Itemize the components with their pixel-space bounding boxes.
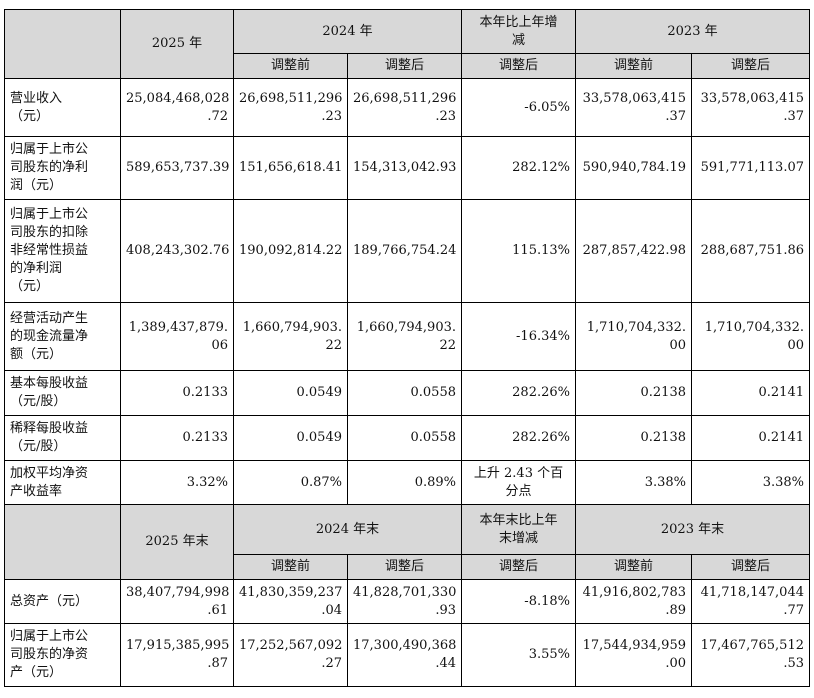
value-2024-before: 190,092,814.22 <box>233 199 348 303</box>
subheader-2023-before: 调整前 <box>575 554 692 580</box>
subheader-2024-before: 调整前 <box>233 554 348 580</box>
header-change: 本年比上年增 减 <box>461 9 576 54</box>
value-2023-after: 0.2141 <box>691 415 810 461</box>
value-2023-before: 590,940,784.19 <box>575 136 692 200</box>
value-2023-after: 1,710,704,332. 00 <box>691 302 810 371</box>
header-year-2024: 2024 年 <box>233 9 462 54</box>
header-row: 2025 年末 2024 年末 本年末比上年 末增减 2023 年末 <box>4 504 810 580</box>
table-row: 总资产（元） 38,407,794,998 .61 41,830,359,237… <box>4 579 810 624</box>
subheader-change-after: 调整后 <box>461 53 576 79</box>
table-row: 归属于上市公 司股东的扣除 非经常性损益 的净利润 （元） 408,243,30… <box>4 199 810 303</box>
header-year-end-2025: 2025 年末 <box>120 504 234 580</box>
value-2023-after: 3.38% <box>691 460 810 505</box>
subheader-change-after: 调整后 <box>461 554 576 580</box>
value-2025: 0.2133 <box>120 415 234 461</box>
value-2025: 1,389,437,879. 06 <box>120 302 234 371</box>
value-2023-after: 591,771,113.07 <box>691 136 810 200</box>
row-label: 总资产（元） <box>4 579 121 624</box>
row-label: 归属于上市公 司股东的净利 润（元） <box>4 136 121 200</box>
subheader-2023-after: 调整后 <box>691 53 810 79</box>
value-change: 上升 2.43 个百 分点 <box>461 460 576 505</box>
value-2024-after: 1,660,794,903. 22 <box>347 302 462 371</box>
value-2024-before: 17,252,567,092 .27 <box>233 623 348 687</box>
value-2024-after: 17,300,490,368 .44 <box>347 623 462 687</box>
value-2024-before: 0.0549 <box>233 415 348 461</box>
value-2024-after: 26,698,511,296 .23 <box>347 78 462 137</box>
value-2025: 38,407,794,998 .61 <box>120 579 234 624</box>
value-2024-after: 0.89% <box>347 460 462 505</box>
row-label: 归属于上市公 司股东的净资 产（元） <box>4 623 121 687</box>
table-row: 稀释每股收益 （元/股） 0.2133 0.0549 0.0558 282.26… <box>4 415 810 461</box>
value-2025: 0.2133 <box>120 370 234 416</box>
value-2023-after: 288,687,751.86 <box>691 199 810 303</box>
value-change: 282.26% <box>461 370 576 416</box>
row-label: 营业收入 （元） <box>4 78 121 137</box>
row-label: 归属于上市公 司股东的扣除 非经常性损益 的净利润 （元） <box>4 199 121 303</box>
value-2023-before: 33,578,063,415 .37 <box>575 78 692 137</box>
header-row: 2025 年 2024 年 本年比上年增 减 2023 年 <box>4 9 810 79</box>
value-2024-before: 1,660,794,903. 22 <box>233 302 348 371</box>
value-2024-after: 0.0558 <box>347 415 462 461</box>
value-change: 3.55% <box>461 623 576 687</box>
table-row: 经营活动产生 的现金流量净 额（元） 1,389,437,879. 06 1,6… <box>4 302 810 371</box>
subheader-2024-after: 调整后 <box>347 554 462 580</box>
row-label: 基本每股收益 （元/股） <box>4 370 121 416</box>
header-year-end-2024: 2024 年末 <box>233 504 462 555</box>
value-2023-after: 17,467,765,512 .53 <box>691 623 810 687</box>
value-2025: 3.32% <box>120 460 234 505</box>
header-year-2023: 2023 年 <box>575 9 810 54</box>
value-2024-after: 41,828,701,330 .93 <box>347 579 462 624</box>
value-change: 282.26% <box>461 415 576 461</box>
value-2023-before: 3.38% <box>575 460 692 505</box>
subheader-2024-after: 调整后 <box>347 53 462 79</box>
value-2025: 408,243,302.76 <box>120 199 234 303</box>
header-change-year-end: 本年末比上年 末增减 <box>461 504 576 555</box>
value-2023-after: 0.2141 <box>691 370 810 416</box>
row-label: 稀释每股收益 （元/股） <box>4 415 121 461</box>
value-2024-after: 154,313,042.93 <box>347 136 462 200</box>
table-row: 基本每股收益 （元/股） 0.2133 0.0549 0.0558 282.26… <box>4 370 810 416</box>
value-2023-before: 0.2138 <box>575 415 692 461</box>
value-2023-before: 41,916,802,783 .89 <box>575 579 692 624</box>
table-row: 营业收入 （元） 25,084,468,028 .72 26,698,511,2… <box>4 78 810 137</box>
subheader-2023-after: 调整后 <box>691 554 810 580</box>
value-2023-before: 287,857,422.98 <box>575 199 692 303</box>
financial-summary-table: 2025 年 2024 年 本年比上年增 减 2023 年 调整前 调整后 调整… <box>4 9 810 687</box>
subheader-2023-before: 调整前 <box>575 53 692 79</box>
value-2024-before: 151,656,618.41 <box>233 136 348 200</box>
value-2024-after: 189,766,754.24 <box>347 199 462 303</box>
header-year-2025: 2025 年 <box>120 9 234 79</box>
subheader-row: 调整前 调整后 调整后 调整前 调整后 <box>5 554 810 580</box>
value-2024-before: 0.0549 <box>233 370 348 416</box>
value-change: -6.05% <box>461 78 576 137</box>
value-change: 115.13% <box>461 199 576 303</box>
value-change: 282.12% <box>461 136 576 200</box>
value-2023-before: 17,544,934,959 .00 <box>575 623 692 687</box>
header-year-end-2023: 2023 年末 <box>575 504 810 555</box>
value-change: -16.34% <box>461 302 576 371</box>
table-row: 归属于上市公 司股东的净资 产（元） 17,915,385,995 .87 17… <box>4 623 810 687</box>
value-2024-before: 41,830,359,237 .04 <box>233 579 348 624</box>
subheader-2024-before: 调整前 <box>233 53 348 79</box>
value-2024-after: 0.0558 <box>347 370 462 416</box>
value-2025: 589,653,737.39 <box>120 136 234 200</box>
subheader-row: 调整前 调整后 调整后 调整前 调整后 <box>5 53 810 79</box>
value-2025: 17,915,385,995 .87 <box>120 623 234 687</box>
value-change: -8.18% <box>461 579 576 624</box>
header-blank-cell <box>4 9 121 79</box>
value-2023-before: 1,710,704,332. 00 <box>575 302 692 371</box>
table-row: 归属于上市公 司股东的净利 润（元） 589,653,737.39 151,65… <box>4 136 810 200</box>
value-2023-after: 33,578,063,415 .37 <box>691 78 810 137</box>
header-blank-cell <box>4 504 121 580</box>
value-2023-after: 41,718,147,044 .77 <box>691 579 810 624</box>
value-2024-before: 26,698,511,296 .23 <box>233 78 348 137</box>
row-label: 加权平均净资 产收益率 <box>4 460 121 505</box>
table-row: 加权平均净资 产收益率 3.32% 0.87% 0.89% 上升 2.43 个百… <box>4 460 810 505</box>
value-2023-before: 0.2138 <box>575 370 692 416</box>
row-label: 经营活动产生 的现金流量净 额（元） <box>4 302 121 371</box>
value-2025: 25,084,468,028 .72 <box>120 78 234 137</box>
value-2024-before: 0.87% <box>233 460 348 505</box>
